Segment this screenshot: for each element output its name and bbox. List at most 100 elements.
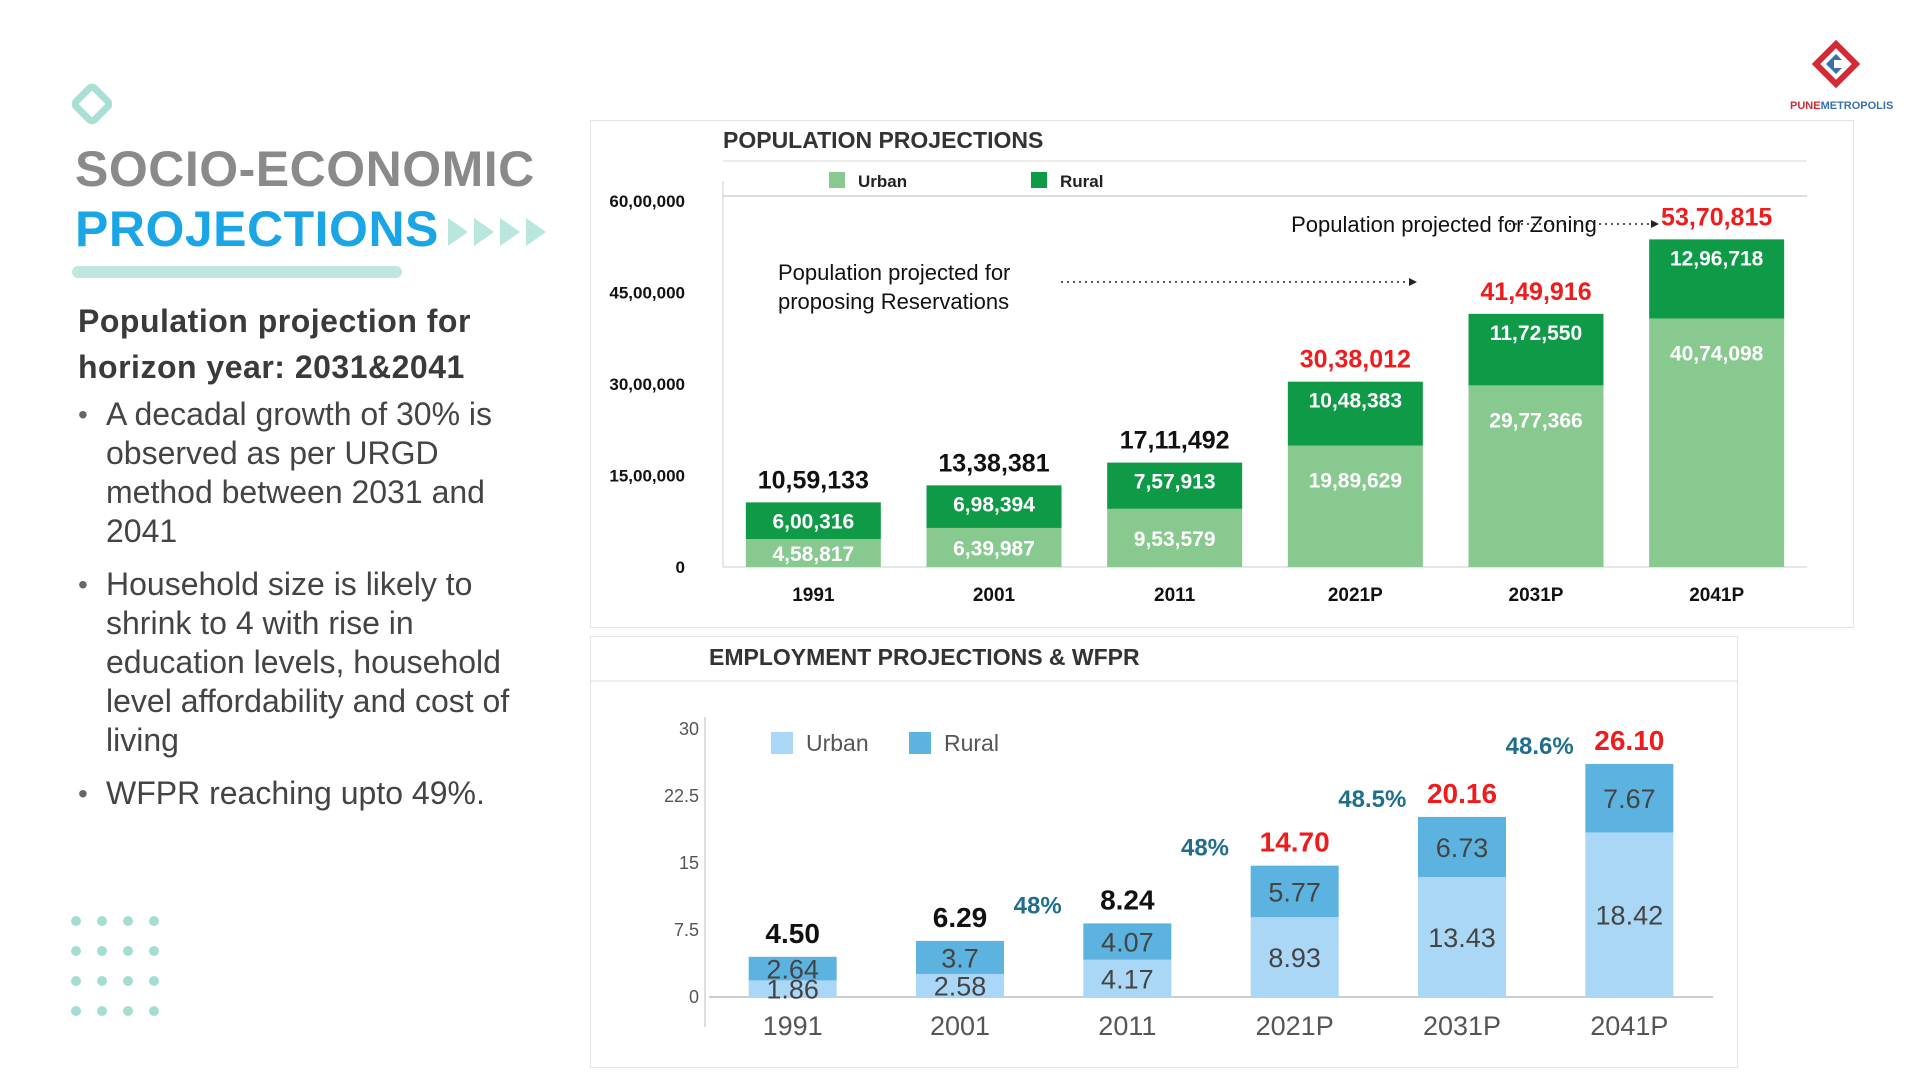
data-label-rural: 5.77	[1268, 877, 1321, 907]
data-label-urban: 8.93	[1268, 943, 1321, 973]
chart-title: POPULATION PROJECTIONS	[723, 127, 1043, 153]
legend-swatch	[829, 172, 845, 188]
data-label-urban: 13.43	[1428, 923, 1496, 953]
title-underline	[72, 266, 402, 278]
data-label-urban: 4,58,817	[772, 543, 854, 566]
pune-metropolis-logo	[1811, 39, 1861, 96]
x-tick-label: 2041P	[1590, 1011, 1668, 1041]
x-tick-label: 2011	[1154, 585, 1196, 606]
bar-urban	[1250, 917, 1339, 997]
logo-text-pune: PUNE	[1790, 100, 1821, 112]
bar-urban	[1287, 445, 1423, 567]
diamond-icon	[70, 82, 114, 126]
y-tick-label: 45,00,000	[609, 284, 685, 303]
legend-label: Rural	[1060, 172, 1103, 191]
logo-text-metro: METROPOLIS	[1820, 100, 1894, 112]
total-label: 53,70,815	[1661, 203, 1772, 231]
bar-urban	[745, 539, 881, 567]
x-tick-label: 1991	[763, 1011, 823, 1041]
bar-rural	[1083, 923, 1172, 960]
legend-label: Urban	[858, 172, 907, 191]
annotation-arrowhead	[1651, 220, 1659, 228]
data-label-urban: 9,53,579	[1134, 528, 1216, 551]
bar-rural	[916, 940, 1004, 974]
bar-urban	[926, 527, 1062, 567]
bar-rural	[1250, 865, 1339, 918]
bar-urban	[1649, 318, 1785, 567]
data-label-urban: 29,77,366	[1489, 409, 1582, 432]
total-label: 30,38,012	[1300, 346, 1411, 374]
bar-rural	[1585, 763, 1674, 833]
legend-swatch	[1031, 172, 1047, 188]
y-tick-label: 30	[679, 719, 699, 739]
y-tick-label: 22.5	[664, 786, 699, 806]
data-label-rural: 6.73	[1436, 833, 1489, 863]
data-label-urban: 40,74,098	[1670, 342, 1764, 365]
legend-label: Rural	[944, 730, 999, 756]
legend-swatch	[909, 732, 931, 754]
bar-urban	[1107, 508, 1243, 567]
legend-swatch	[771, 732, 793, 754]
bar-urban	[916, 973, 1004, 997]
bullet-item: • A decadal growth of 30% is observed as …	[78, 395, 548, 551]
x-tick-label: 2001	[973, 585, 1016, 606]
bar-urban	[1585, 832, 1674, 997]
total-label: 17,11,492	[1120, 427, 1230, 455]
logo-mark-icon	[1811, 39, 1861, 89]
y-tick-label: 15	[679, 853, 699, 873]
y-tick-label: 60,00,000	[609, 192, 685, 211]
data-label-rural: 11,72,550	[1490, 322, 1582, 345]
wfpr-label: 48.6%	[1506, 733, 1574, 760]
total-label: 41,49,916	[1480, 278, 1591, 306]
total-label: 8.24	[1100, 884, 1155, 915]
data-label-rural: 7.67	[1603, 784, 1656, 814]
y-tick-label: 0	[689, 987, 699, 1007]
y-tick-label: 0	[676, 558, 685, 577]
bar-rural	[926, 485, 1062, 528]
bullet-list: • A decadal growth of 30% is observed as …	[78, 395, 548, 827]
bar-rural	[745, 502, 881, 540]
bar-rural	[1287, 381, 1423, 446]
x-tick-label: 2001	[930, 1011, 990, 1041]
data-label-rural: 6,98,394	[953, 493, 1035, 516]
x-tick-label: 2011	[1098, 1011, 1156, 1041]
logo-text: PUNEMETROPOLIS	[1790, 100, 1893, 112]
page-title-line2: PROJECTIONS	[75, 201, 439, 257]
bar-rural	[1418, 816, 1506, 878]
bullet-dot-icon: •	[78, 399, 88, 430]
data-label-rural: 7,57,913	[1134, 471, 1216, 494]
bar-urban	[1418, 877, 1506, 997]
wfpr-label: 48%	[1014, 892, 1062, 919]
data-label-rural: 12,96,718	[1670, 247, 1764, 270]
wfpr-label: 48.5%	[1338, 786, 1406, 813]
data-label-urban: 19,89,629	[1309, 470, 1402, 493]
employment-chart-panel: EMPLOYMENT PROJECTIONS & WFPR 0 7.5 15 22.5 3…	[590, 636, 1738, 1068]
bar-rural	[748, 956, 837, 981]
data-label-urban: 1.86	[766, 975, 819, 1005]
data-label-urban: 2.58	[934, 971, 987, 1001]
y-tick-label: 30,00,000	[609, 375, 685, 394]
total-label: 14.70	[1260, 827, 1330, 858]
chart-title: EMPLOYMENT PROJECTIONS & WFPR	[709, 644, 1140, 670]
bullet-item: • Household size is likely to shrink to 4…	[78, 565, 548, 760]
total-label: 20.16	[1427, 778, 1497, 809]
population-chart: POPULATION PROJECTIONS 0 15,00,000 30,00,00…	[609, 127, 1807, 606]
bar-urban	[1468, 385, 1604, 567]
x-tick-label: 1991	[792, 585, 835, 606]
data-label-rural: 4.07	[1101, 928, 1154, 958]
total-label: 13,38,381	[938, 449, 1049, 477]
data-label-urban: 4.17	[1101, 964, 1154, 994]
bullet-text: WFPR reaching upto 49%.	[106, 775, 485, 811]
total-label: 4.50	[765, 918, 820, 949]
x-tick-label: 2041P	[1689, 585, 1744, 606]
total-label: 10,59,133	[758, 466, 869, 494]
page-title-line1: SOCIO-ECONOMIC	[75, 141, 535, 197]
bullet-text: A decadal growth of 30% is observed as p…	[106, 396, 493, 549]
bar-rural	[1107, 462, 1243, 509]
annotation-arrowhead	[1409, 278, 1417, 286]
subheading: Population projection for horizon year: …	[78, 303, 471, 385]
y-tick-label: 15,00,000	[609, 467, 685, 486]
data-label-rural: 10,48,383	[1309, 390, 1402, 413]
total-label: 6.29	[933, 902, 988, 933]
data-label-urban: 6,39,987	[953, 537, 1035, 560]
